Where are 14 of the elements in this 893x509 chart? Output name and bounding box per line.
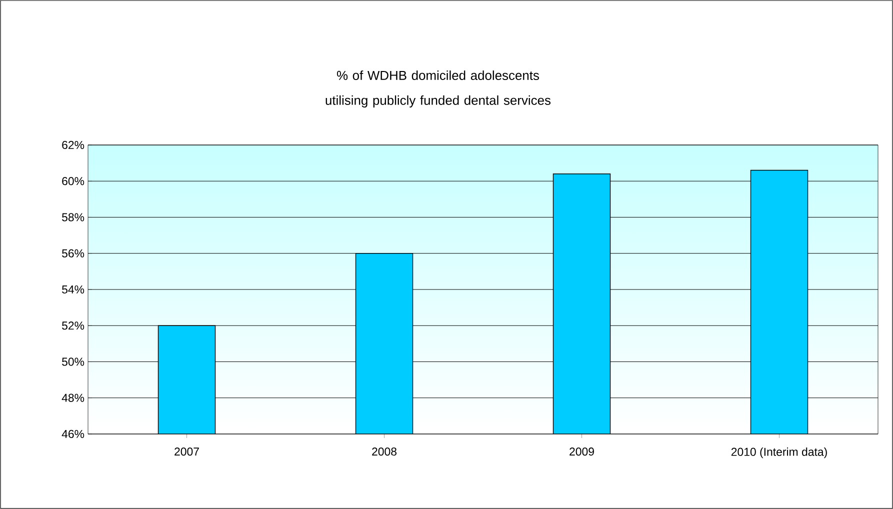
y-tick-label: 46%	[62, 430, 84, 438]
y-tick-label: 62%	[62, 140, 84, 150]
y-tick-label: 60%	[62, 177, 84, 186]
y-tick-label: 48%	[62, 394, 84, 402]
x-tick-label: 2008	[372, 448, 396, 456]
y-tick-label: 52%	[62, 322, 84, 330]
chart-title: % of WDHB domiciled adolescents utilising publicly funded dental services	[326, 70, 551, 108]
x-tick-label: 2010 (Interim data)	[731, 448, 827, 458]
x-tick-label: 2009	[570, 448, 594, 456]
y-tick-label: 50%	[62, 358, 84, 366]
y-tick-label: 58%	[62, 213, 84, 222]
x-tick-label: 2007	[174, 448, 199, 456]
y-tick-label: 56%	[62, 249, 84, 258]
y-tick-label: 54%	[62, 285, 84, 294]
